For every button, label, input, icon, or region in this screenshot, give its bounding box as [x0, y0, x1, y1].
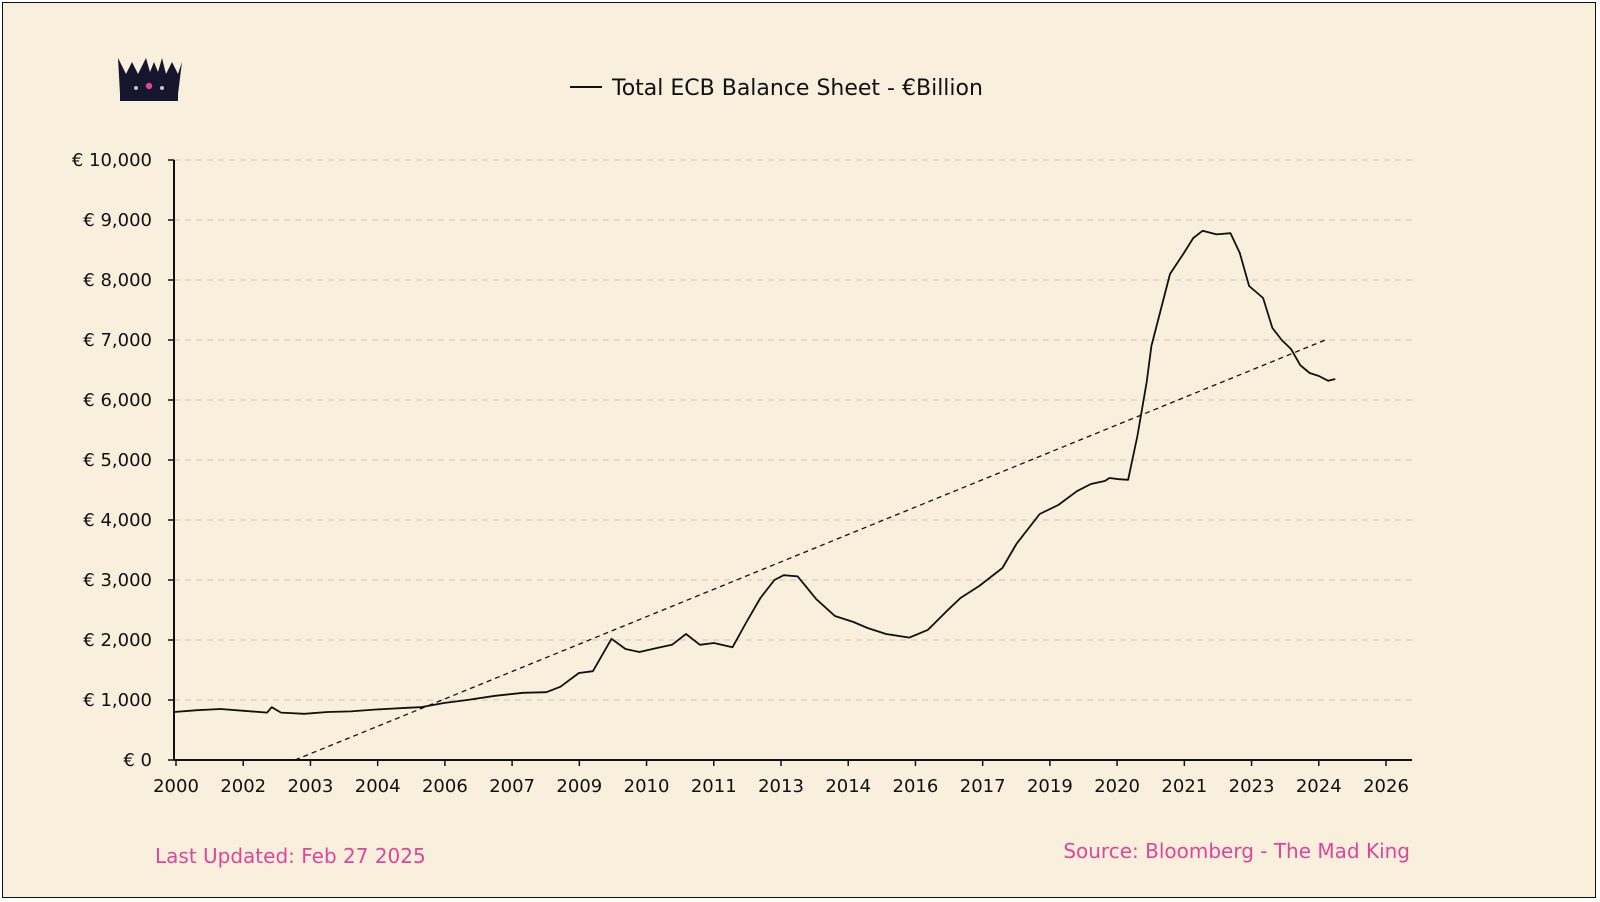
- y-axis-ticks: € 0 € 1,000 € 2,000 € 3,000 € 4,000 € 5,000 € …: [72, 150, 174, 771]
- axes: [173, 160, 1412, 761]
- x-tick-label: 2007: [489, 776, 535, 797]
- x-axis-ticks: 2000 2002 2003 2004 2006 2007 2009 2010 2011 2013…: [153, 760, 1409, 797]
- series-group: [173, 229, 1336, 761]
- x-tick-label: 2023: [1229, 776, 1275, 797]
- x-tick-label: 2026: [1363, 776, 1409, 797]
- x-tick-label: 2021: [1161, 776, 1207, 797]
- y-tick-label: € 6,000: [83, 390, 152, 411]
- y-tick-label: € 1,000: [83, 690, 152, 711]
- chart-legend: Total ECB Balance Sheet - €Billion: [570, 76, 983, 101]
- x-tick-label: 2000: [153, 776, 199, 797]
- x-tick-label: 2003: [288, 776, 334, 797]
- x-tick-label: 2002: [220, 776, 266, 797]
- y-tick-label: € 10,000: [72, 150, 152, 171]
- y-tick-label: € 2,000: [83, 630, 152, 651]
- trend-line: [294, 338, 1329, 761]
- source-label: Source: Bloomberg - The Mad King: [1063, 839, 1410, 863]
- y-tick-label: € 0: [123, 750, 152, 771]
- x-tick-label: 2020: [1094, 776, 1140, 797]
- y-tick-label: € 8,000: [83, 270, 152, 291]
- balance-sheet-line: [173, 229, 1336, 715]
- crown-icon: [118, 58, 182, 101]
- last-updated-label: Last Updated: Feb 27 2025: [155, 844, 426, 868]
- y-tick-label: € 3,000: [83, 570, 152, 591]
- y-tick-label: € 7,000: [83, 330, 152, 351]
- x-tick-label: 2004: [355, 776, 401, 797]
- y-tick-label: € 9,000: [83, 210, 152, 231]
- x-tick-label: 2011: [691, 776, 737, 797]
- grid-lines: [174, 159, 1412, 701]
- y-tick-label: € 4,000: [83, 510, 152, 531]
- x-tick-label: 2014: [825, 776, 871, 797]
- x-tick-label: 2017: [960, 776, 1006, 797]
- x-tick-label: 2010: [624, 776, 670, 797]
- x-tick-label: 2006: [422, 776, 468, 797]
- x-tick-label: 2024: [1296, 776, 1342, 797]
- y-tick-label: € 5,000: [83, 450, 152, 471]
- legend-label: Total ECB Balance Sheet - €Billion: [611, 76, 983, 101]
- x-tick-label: 2016: [893, 776, 939, 797]
- x-tick-label: 2009: [556, 776, 602, 797]
- x-tick-label: 2019: [1027, 776, 1073, 797]
- x-tick-label: 2013: [758, 776, 804, 797]
